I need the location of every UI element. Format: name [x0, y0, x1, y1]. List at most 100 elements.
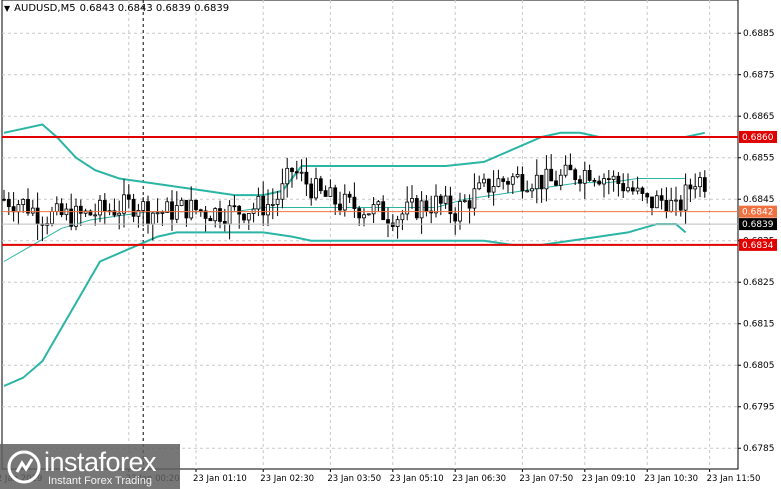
candle-body — [386, 219, 390, 224]
instaforex-logo-icon — [7, 450, 41, 484]
candle-body — [333, 187, 338, 205]
dropdown-triangle-icon[interactable]: ▼ — [4, 4, 11, 13]
candle-body — [419, 200, 424, 219]
candle-body — [98, 199, 102, 216]
candle-body — [165, 201, 170, 213]
x-tick-label: 23 Jan 03:50 — [327, 474, 381, 484]
candle-body — [659, 195, 664, 201]
candle-body — [654, 195, 659, 209]
candle-body — [275, 198, 280, 205]
candle-body — [558, 174, 563, 186]
candle-body — [472, 188, 477, 209]
candle-body — [395, 219, 400, 227]
candle-body — [74, 205, 78, 227]
candle-body — [645, 193, 650, 198]
candle-body — [381, 201, 386, 221]
level-price-tag — [739, 238, 777, 251]
candle-body — [482, 178, 486, 184]
candle-body — [246, 213, 251, 221]
candle-body — [294, 171, 299, 174]
candle-body — [174, 205, 179, 220]
candle-body — [568, 164, 573, 171]
candle-body — [587, 169, 592, 181]
candle-body — [400, 213, 405, 221]
x-tick-label: 23 Jan 09:10 — [582, 474, 636, 484]
candle-body — [136, 210, 141, 217]
candle-body — [112, 210, 117, 216]
y-tick-label: 0.6805 — [743, 361, 775, 371]
candle-body — [170, 201, 174, 220]
y-tick-label: 0.6865 — [743, 112, 775, 122]
candle-body — [366, 213, 371, 216]
candle-body — [194, 199, 198, 211]
candle-body — [256, 195, 261, 210]
y-tick-label: 0.6825 — [743, 278, 775, 288]
candle-body — [462, 200, 467, 203]
x-tick-label: 23 Jan 11:50 — [707, 474, 761, 484]
candle-body — [563, 164, 568, 176]
candle-body — [390, 222, 395, 227]
candle-body — [405, 201, 410, 215]
candle-body — [683, 184, 688, 211]
candle-body — [578, 179, 582, 184]
candle-body — [510, 176, 515, 185]
candle-body — [371, 204, 376, 215]
candle-body — [501, 178, 506, 182]
instaforex-watermark: instaforex Instant Forex Trading — [0, 444, 180, 489]
candle-body — [635, 187, 640, 192]
y-tick-label: 0.6855 — [743, 154, 775, 164]
candle-body — [338, 203, 342, 211]
candle-body — [280, 183, 285, 200]
candle-body — [496, 178, 501, 187]
level-price-tag — [739, 130, 777, 143]
candle-body — [597, 180, 602, 185]
x-tick-label: 23 Jan 05:10 — [390, 474, 444, 484]
candle-body — [54, 203, 59, 212]
candle-body — [323, 190, 328, 197]
candle-body — [592, 179, 597, 182]
level-price-label: 0.6834 — [742, 241, 774, 251]
brand-name: instaforex — [44, 447, 157, 477]
candle-body — [290, 167, 294, 173]
candle-body — [438, 195, 443, 204]
candle-body — [328, 187, 333, 197]
candle-body — [242, 213, 246, 221]
candle-body — [299, 171, 304, 174]
candle-body — [573, 169, 578, 181]
candle-body — [530, 188, 534, 192]
candle-body — [150, 212, 155, 225]
candle-body — [669, 200, 674, 212]
current-price-tag — [739, 218, 777, 231]
candle-body — [6, 199, 11, 208]
level-price-label: 0.6860 — [742, 133, 774, 143]
x-tick-label: 23 Jan 06:30 — [452, 474, 506, 484]
candle-body — [35, 207, 40, 225]
candle-body — [218, 208, 222, 222]
candle-body — [467, 200, 472, 209]
plot-area — [1, 0, 739, 470]
candle-body — [630, 187, 635, 192]
candle-body — [314, 178, 318, 199]
candle-body — [611, 175, 616, 180]
candle-body — [184, 199, 189, 219]
candle-body — [21, 199, 26, 205]
candle-body — [141, 201, 146, 211]
candle-body — [26, 199, 30, 214]
chart-header: ▼ AUDUSD,M5 0.6843 0.6843 0.6839 0.6839 — [4, 3, 229, 14]
candle-body — [602, 178, 606, 185]
candle-body — [266, 204, 270, 216]
candle-body — [453, 213, 458, 222]
symbol-label: AUDUSD,M5 — [14, 3, 76, 14]
candle-body — [59, 203, 64, 216]
candle-body — [702, 177, 707, 192]
candle-body — [544, 168, 549, 190]
candle-body — [203, 210, 208, 219]
candle-body — [534, 174, 539, 190]
candle-body — [2, 198, 6, 201]
candle-body — [232, 205, 237, 208]
candle-body — [102, 199, 107, 212]
candle-body — [582, 169, 587, 184]
candle-body — [30, 207, 35, 214]
candle-body — [616, 175, 621, 184]
candle-body — [304, 171, 309, 185]
